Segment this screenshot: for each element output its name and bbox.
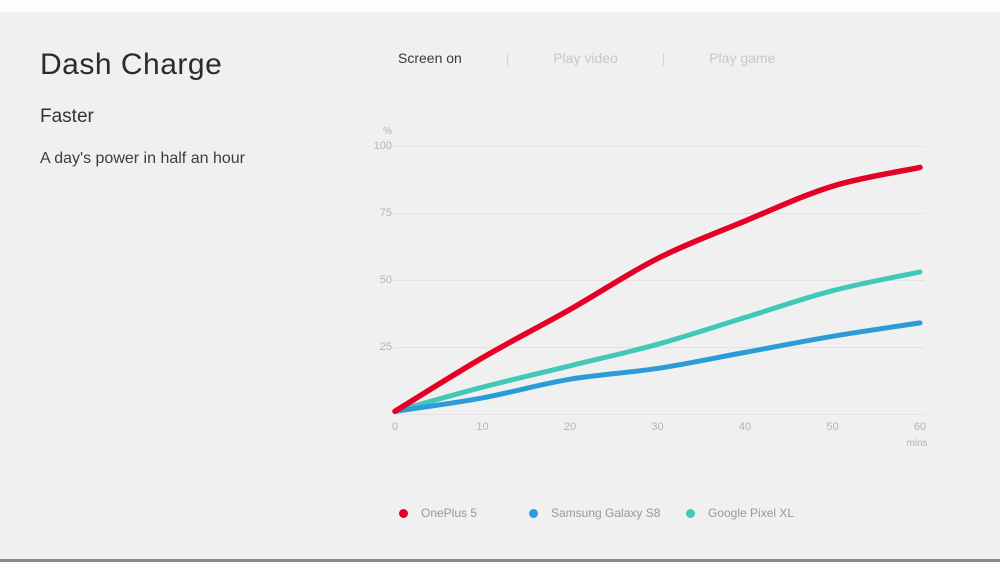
hero-text-block: Dash Charge Faster A day's power in half… xyxy=(40,48,370,168)
tab-separator: | xyxy=(505,50,510,66)
x-tick-label: 50 xyxy=(826,421,839,433)
series-line-samsung-galaxy-s8 xyxy=(392,320,923,414)
y-tick-label: 100 xyxy=(373,140,392,152)
y-tick-label: 50 xyxy=(379,274,392,286)
gridline xyxy=(394,213,925,214)
x-tick-label: 10 xyxy=(476,421,489,433)
series-line-oneplus-5 xyxy=(392,164,923,415)
tab-screen-on[interactable]: Screen on xyxy=(398,50,462,66)
x-axis-unit-label: mins xyxy=(906,438,928,449)
legend-label: Samsung Galaxy S8 xyxy=(551,506,661,520)
gridline xyxy=(394,414,925,415)
series-line-google-pixel-xl xyxy=(392,269,923,414)
x-tick-label: 20 xyxy=(563,421,577,433)
y-tick-label: 25 xyxy=(379,341,392,353)
tab-play-game[interactable]: Play game xyxy=(709,50,776,66)
legend-label: Google Pixel XL xyxy=(708,506,795,520)
tab-play-video[interactable]: Play video xyxy=(553,50,618,66)
top-strip xyxy=(0,0,1000,12)
legend-item-samsung-galaxy-s8: Samsung Galaxy S8 xyxy=(529,506,660,520)
legend-dot-oneplus-5 xyxy=(399,508,408,518)
y-axis-unit-label: % xyxy=(383,126,392,137)
legend-item-google-pixel-xl: Google Pixel XL xyxy=(686,506,794,520)
x-tick-label: 0 xyxy=(391,421,399,433)
x-tick-label: 40 xyxy=(738,421,752,433)
x-tick-label: 30 xyxy=(651,421,664,433)
tab-separator: | xyxy=(661,50,666,66)
gridline xyxy=(394,347,925,348)
page-title: Dash Charge xyxy=(40,48,223,81)
gridline xyxy=(394,280,925,281)
y-tick-label: 75 xyxy=(379,207,392,219)
legend-item-oneplus-5: OnePlus 5 xyxy=(399,506,477,520)
page-subtitle: Faster xyxy=(40,106,94,127)
gridline xyxy=(394,146,925,147)
page-tagline: A day's power in half an hour xyxy=(40,150,245,167)
x-tick-label: 60 xyxy=(913,421,927,433)
legend-dot-samsung-galaxy-s8 xyxy=(529,508,538,518)
legend-label: OnePlus 5 xyxy=(421,506,478,520)
bottom-bar xyxy=(0,559,1000,562)
legend-dot-google-pixel-xl xyxy=(686,508,695,518)
chart-mode-tabs: Screen on | Play video | Play game xyxy=(398,50,818,66)
